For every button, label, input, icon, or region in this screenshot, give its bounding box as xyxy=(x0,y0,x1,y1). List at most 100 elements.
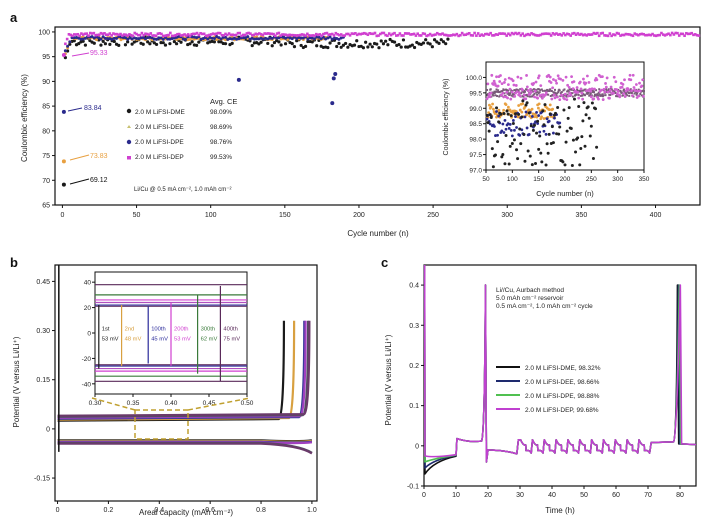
svg-text:0: 0 xyxy=(56,507,60,514)
svg-text:300th: 300th xyxy=(201,326,216,332)
svg-text:85: 85 xyxy=(42,104,50,111)
panel-a-y-label: Coulombic efficiency (%) xyxy=(20,74,29,162)
panel-c-annotation-line-1: Li//Cu, Aurbach method xyxy=(496,287,564,294)
svg-text:40: 40 xyxy=(548,492,556,499)
panel-c-annotation: Li//Cu, Aurbach method 5.0 mAh cm⁻² rese… xyxy=(496,287,593,310)
panel-letter-c: c xyxy=(381,255,389,270)
svg-text:0.35: 0.35 xyxy=(127,400,140,407)
first-cycle-annotations: 95.33 83.84 73.83 69.12 xyxy=(67,50,108,185)
svg-text:-0.15: -0.15 xyxy=(34,476,50,483)
svg-text:0.45: 0.45 xyxy=(36,279,50,286)
svg-text:80: 80 xyxy=(42,128,50,135)
panel-a-inset: 50 100 150 200 250 300 350 97.0 97.5 98.0 98.5 99.0… xyxy=(443,61,650,198)
legend-label-dme: 2.0 M LiFSI-DME xyxy=(135,109,186,116)
svg-text:0: 0 xyxy=(422,492,426,499)
panel-a-axes: 0 50 100 150 200 250 300 350 400 65 70 75 80 85 90 95 10… xyxy=(38,29,661,219)
svg-text:99.5: 99.5 xyxy=(469,90,482,97)
panel-b-curves xyxy=(57,265,313,455)
svg-text:70: 70 xyxy=(42,178,50,185)
panel-b-zoom-indicator xyxy=(91,397,251,440)
svg-text:-40: -40 xyxy=(82,381,92,388)
svg-text:350: 350 xyxy=(639,176,650,183)
panel-c-curves xyxy=(423,264,697,475)
svg-text:98.0: 98.0 xyxy=(469,137,482,144)
svg-text:100.0: 100.0 xyxy=(466,75,483,82)
panel-a-condition-label: Li/Cu @ 0.5 mA cm⁻², 1.0 mAh cm⁻² xyxy=(134,187,231,193)
svg-text:400: 400 xyxy=(650,212,662,219)
legend-value-dme: 98.09% xyxy=(210,109,232,116)
svg-text:150: 150 xyxy=(279,212,291,219)
svg-text:0.40: 0.40 xyxy=(165,400,178,407)
panel-c-axes: 0 10 20 30 40 50 60 70 80-0.100.10.20.30.4 xyxy=(407,283,684,499)
svg-text:200: 200 xyxy=(560,176,571,183)
svg-text:0.15: 0.15 xyxy=(36,377,50,384)
legend-value-dpe: 98.76% xyxy=(210,139,232,146)
panel-a-data-points xyxy=(61,31,701,187)
panel-b-inset-content: 0.30 0.35 0.40 0.45 0.50 40 20 0 -20 -40 1st 53 mV 2… xyxy=(82,280,254,407)
svg-text:300: 300 xyxy=(612,176,623,183)
svg-text:50: 50 xyxy=(133,212,141,219)
panel-a-frame xyxy=(54,26,701,206)
svg-text:0.30: 0.30 xyxy=(36,328,50,335)
legend-label-dme: 2.0 M LiFSI-DME, 98.32% xyxy=(525,365,601,372)
svg-text:200th: 200th xyxy=(174,326,189,332)
svg-text:0: 0 xyxy=(415,443,419,450)
svg-text:62 mV: 62 mV xyxy=(201,337,218,343)
svg-text:150: 150 xyxy=(533,176,544,183)
svg-text:70: 70 xyxy=(644,492,652,499)
legend-label-dpe: 2.0 M LiFSI-DPE xyxy=(135,139,184,146)
svg-text:0: 0 xyxy=(87,331,91,338)
panel-c-frame xyxy=(423,264,697,487)
svg-text:80: 80 xyxy=(676,492,684,499)
svg-text:-20: -20 xyxy=(82,356,92,363)
panel-b-x-label: Areal capacity (mAh cm⁻²) xyxy=(139,508,233,517)
svg-text:50: 50 xyxy=(482,176,490,183)
svg-text:100: 100 xyxy=(507,176,518,183)
legend-label-dpe: 2.0 M LiFSI-DPE, 98.88% xyxy=(525,393,600,400)
svg-text:300: 300 xyxy=(501,212,513,219)
svg-text:0: 0 xyxy=(46,426,50,433)
svg-text:53 mV: 53 mV xyxy=(102,337,119,343)
svg-text:0.2: 0.2 xyxy=(104,507,114,514)
panel-letter-b: b xyxy=(10,255,18,270)
panel-c-annotation-line-3: 0.5 mA cm⁻², 1.0 mAh cm⁻² cycle xyxy=(496,303,593,310)
svg-text:0.3: 0.3 xyxy=(409,323,419,330)
svg-text:0: 0 xyxy=(60,212,64,219)
legend-label-dep: 2.0 M LiFSI-DEP xyxy=(135,154,184,161)
svg-text:-0.1: -0.1 xyxy=(407,484,419,491)
svg-text:200: 200 xyxy=(353,212,365,219)
panel-a-inset-axes: 50 100 150 200 250 300 350 97.0 97.5 98.0 98.5 99.0… xyxy=(466,75,650,183)
svg-text:0.4: 0.4 xyxy=(409,283,419,290)
svg-text:75 mV: 75 mV xyxy=(223,337,240,343)
svg-text:0.6: 0.6 xyxy=(205,507,215,514)
svg-text:0.45: 0.45 xyxy=(203,400,216,407)
svg-text:0.50: 0.50 xyxy=(241,400,254,407)
svg-text:60: 60 xyxy=(612,492,620,499)
svg-text:1st: 1st xyxy=(102,326,110,332)
svg-text:40: 40 xyxy=(84,280,92,287)
panel-c-chart: 0 10 20 30 40 50 60 70 80-0.100.10.20.30.4 Time … xyxy=(384,264,697,515)
svg-text:0.2: 0.2 xyxy=(409,363,419,370)
panel-a-inset-x-label: Cycle number (n) xyxy=(536,189,594,198)
svg-text:99.0: 99.0 xyxy=(469,106,482,113)
panel-c-legend: 2.0 M LiFSI-DME, 98.32% 2.0 M LiFSI-DEE,… xyxy=(496,365,601,414)
svg-text:48 mV: 48 mV xyxy=(125,337,142,343)
svg-text:250: 250 xyxy=(427,212,439,219)
annotation-dme-first: 69.12 xyxy=(90,177,108,184)
legend-label-dee: 2.0 M LiFSI-DEE, 98.66% xyxy=(525,379,600,386)
panel-a-legend: Avg. CE 2.0 M LiFSI-DME 98.09% 2.0 M LiF… xyxy=(126,97,237,161)
svg-text:97.0: 97.0 xyxy=(469,168,482,175)
annotation-dpe-first: 83.84 xyxy=(84,105,102,112)
svg-text:98.5: 98.5 xyxy=(469,121,482,128)
panel-c-annotation-line-2: 5.0 mAh cm⁻² reservoir xyxy=(496,295,564,302)
panel-b-chart: 0 0.2 0.4 0.6 0.8 1.0 -0.15 0 0.15 0.30 0.45 Areal… xyxy=(12,264,318,517)
panel-a-x-label: Cycle number (n) xyxy=(347,229,409,238)
annotation-dep-first: 95.33 xyxy=(90,50,108,57)
svg-text:350: 350 xyxy=(576,212,588,219)
panel-a-chart: 0 50 100 150 200 250 300 350 400 65 70 75 80 85 90 95 10… xyxy=(20,26,701,238)
svg-text:400th: 400th xyxy=(223,326,238,332)
svg-text:97.5: 97.5 xyxy=(469,152,482,159)
legend-value-dee: 98.69% xyxy=(210,124,232,131)
panel-b-inset: 0.30 0.35 0.40 0.45 0.50 40 20 0 -20 -40 1st 53 mV 2… xyxy=(82,271,254,407)
